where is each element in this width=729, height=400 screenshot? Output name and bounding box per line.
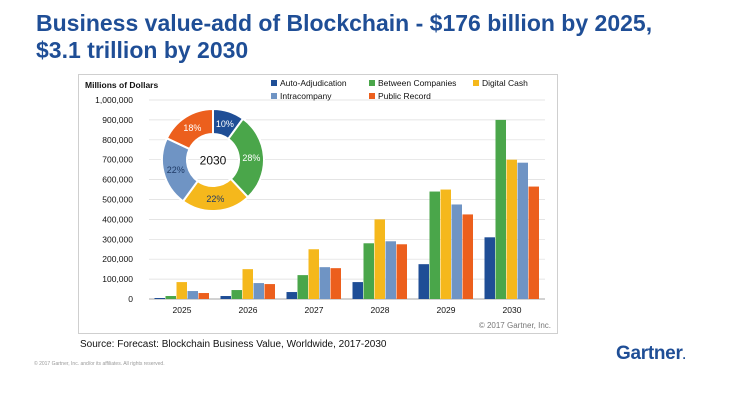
bar-auto-adjudication-2030: [484, 237, 495, 299]
title-line-2: $3.1 trillion by 2030: [36, 37, 249, 63]
legend-swatch: [369, 80, 375, 86]
y-axis-title: Millions of Dollars: [85, 80, 158, 90]
bar-intracompany-2030: [517, 162, 528, 299]
legend-swatch: [369, 93, 375, 99]
bar-intracompany-2028: [385, 241, 396, 299]
x-tick-label: 2025: [173, 305, 192, 315]
bar-digital-cash-2030: [506, 159, 517, 299]
bar-digital-cash-2026: [242, 269, 253, 299]
bar-between-companies-2030: [495, 119, 506, 300]
legend-label: Digital Cash: [482, 78, 528, 88]
grid-lines: [149, 99, 545, 300]
donut-center-label: 2030: [200, 154, 227, 168]
x-tick-label: 2027: [305, 305, 324, 315]
bar-intracompany-2026: [253, 283, 264, 299]
bar-between-companies-2025: [165, 296, 176, 299]
bar-intracompany-2027: [319, 267, 330, 299]
donut-slice-label: 28%: [242, 153, 260, 163]
y-tick-label: 400,000: [102, 214, 133, 224]
donut-slice-label: 10%: [216, 119, 234, 129]
bar-digital-cash-2027: [308, 249, 319, 299]
bar-intracompany-2029: [451, 204, 462, 299]
donut-slice-label: 22%: [167, 165, 185, 175]
x-tick-label: 2030: [503, 305, 522, 315]
bar-auto-adjudication-2026: [220, 296, 231, 299]
title-line-1: Business value-add of Blockchain - $176 …: [36, 10, 653, 36]
bar-between-companies-2026: [231, 290, 242, 299]
legend-label: Between Companies: [378, 78, 456, 88]
donut-slice-label: 22%: [206, 194, 224, 204]
bar-auto-adjudication-2029: [418, 264, 429, 299]
bar-auto-adjudication-2028: [352, 282, 363, 299]
bar-public-record-2027: [330, 268, 341, 299]
gartner-logo: Gartner.: [616, 343, 686, 364]
donut-chart: 10% 28% 22% 22% 18% 2030: [161, 107, 265, 212]
bar-auto-adjudication-2027: [286, 292, 297, 299]
bar-between-companies-2029: [429, 191, 440, 299]
bar-chart: Millions of Dollars 0 100,000 200,000 300,0…: [85, 78, 551, 330]
y-tick-label: 800,000: [102, 135, 133, 145]
footer-copyright: © 2017 Gartner, Inc. and/or its affiliat…: [34, 361, 165, 367]
bar-between-companies-2028: [363, 243, 374, 299]
bar-public-record-2025: [198, 293, 209, 299]
bar-public-record-2030: [528, 186, 539, 299]
y-tick-label: 500,000: [102, 195, 133, 205]
y-tick-label: 600,000: [102, 175, 133, 185]
chart-frame: Millions of Dollars 0 100,000 200,000 300,0…: [78, 74, 558, 334]
legend-label: Public Record: [378, 91, 431, 101]
slide-title: Business value-add of Blockchain - $176 …: [36, 10, 716, 64]
x-tick-labels: 2025 2026 2027 2028 2029 2030: [173, 305, 522, 315]
y-tick-label: 700,000: [102, 155, 133, 165]
legend-label: Auto-Adjudication: [280, 78, 347, 88]
y-tick-label: 100,000: [102, 274, 133, 284]
y-tick-labels: 0 100,000 200,000 300,000 400,000 500,000 600,…: [95, 95, 133, 304]
bar-digital-cash-2025: [176, 282, 187, 299]
legend-swatch: [473, 80, 479, 86]
bar-public-record-2028: [396, 244, 407, 299]
legend-label: Intracompany: [280, 91, 332, 101]
source-note: Source: Forecast: Blockchain Business Va…: [80, 339, 387, 350]
x-tick-label: 2026: [239, 305, 258, 315]
bar-public-record-2029: [462, 214, 473, 299]
bar-series: [154, 119, 539, 300]
bar-between-companies-2027: [297, 275, 308, 299]
legend-swatch: [271, 93, 277, 99]
y-tick-label: 1,000,000: [95, 95, 133, 105]
donut-slice-public-record: [165, 107, 214, 151]
donut-slice-label: 18%: [183, 123, 201, 133]
y-tick-label: 300,000: [102, 234, 133, 244]
chart-copyright: © 2017 Gartner, Inc.: [479, 321, 551, 330]
bar-digital-cash-2029: [440, 189, 451, 299]
bar-auto-adjudication-2025: [154, 298, 165, 299]
y-tick-label: 0: [128, 294, 133, 304]
y-tick-label: 900,000: [102, 115, 133, 125]
x-tick-label: 2029: [437, 305, 456, 315]
donut-slice-between-companies: [226, 117, 265, 199]
legend: Auto-Adjudication Between Companies Digita…: [271, 78, 528, 101]
legend-swatch: [271, 80, 277, 86]
x-tick-label: 2028: [371, 305, 390, 315]
bar-intracompany-2025: [187, 291, 198, 299]
bar-public-record-2026: [264, 284, 275, 299]
y-tick-label: 200,000: [102, 254, 133, 264]
bar-digital-cash-2028: [374, 219, 385, 299]
